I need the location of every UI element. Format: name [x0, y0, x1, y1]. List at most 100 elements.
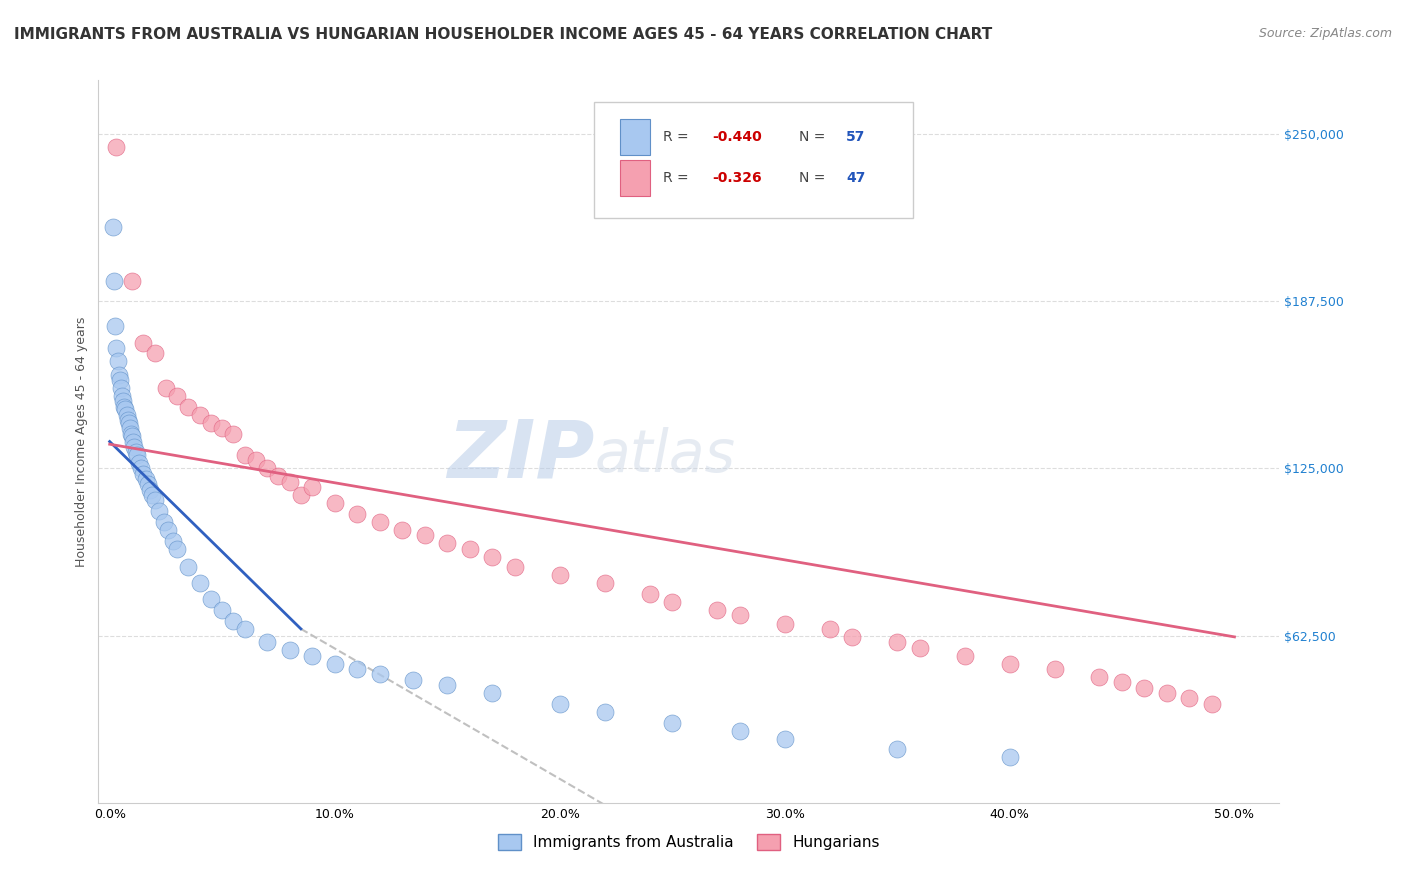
- Point: [128, 456, 150, 470]
- Y-axis label: Householder Income Ages 45 - 64 years: Householder Income Ages 45 - 64 years: [75, 317, 89, 566]
- Point: [593, 705, 616, 719]
- Point: [124, 445, 146, 459]
- Point: [323, 657, 346, 671]
- Legend: Immigrants from Australia, Hungarians: Immigrants from Australia, Hungarians: [492, 829, 886, 856]
- Point: [108, 373, 131, 387]
- Point: [188, 408, 211, 422]
- Point: [278, 643, 301, 657]
- Point: [200, 416, 222, 430]
- Point: [177, 400, 200, 414]
- Point: [661, 595, 683, 609]
- Point: [112, 394, 135, 409]
- Point: [998, 750, 1021, 764]
- Bar: [620, 119, 650, 154]
- Point: [503, 560, 526, 574]
- Point: [118, 421, 141, 435]
- Point: [661, 715, 683, 730]
- Point: [706, 603, 728, 617]
- Point: [121, 429, 143, 443]
- Point: [391, 523, 413, 537]
- Text: N =: N =: [799, 171, 830, 185]
- Point: [1043, 662, 1066, 676]
- Text: IMMIGRANTS FROM AUSTRALIA VS HUNGARIAN HOUSEHOLDER INCOME AGES 45 - 64 YEARS COR: IMMIGRANTS FROM AUSTRALIA VS HUNGARIAN H…: [14, 27, 993, 42]
- Point: [104, 319, 127, 334]
- Point: [436, 536, 458, 550]
- Point: [481, 686, 503, 700]
- Point: [886, 742, 908, 756]
- Point: [107, 354, 129, 368]
- Point: [117, 413, 139, 427]
- Point: [132, 335, 155, 350]
- Point: [110, 381, 132, 395]
- Point: [166, 541, 188, 556]
- Point: [638, 587, 661, 601]
- Point: [143, 493, 166, 508]
- Point: [112, 400, 135, 414]
- Point: [103, 274, 125, 288]
- Point: [773, 731, 796, 746]
- Point: [157, 523, 180, 537]
- Point: [728, 723, 751, 738]
- Point: [301, 480, 323, 494]
- Point: [132, 467, 155, 481]
- Text: atlas: atlas: [595, 427, 735, 484]
- Text: -0.440: -0.440: [713, 129, 762, 144]
- Point: [593, 576, 616, 591]
- Point: [105, 341, 128, 355]
- Point: [773, 616, 796, 631]
- Point: [129, 461, 152, 475]
- Point: [481, 549, 503, 564]
- Point: [278, 475, 301, 489]
- Point: [908, 640, 931, 655]
- Point: [233, 448, 256, 462]
- Point: [728, 608, 751, 623]
- Point: [124, 440, 146, 454]
- Point: [368, 515, 391, 529]
- Point: [177, 560, 200, 574]
- Point: [222, 614, 245, 628]
- Point: [998, 657, 1021, 671]
- Point: [1156, 686, 1178, 700]
- Text: R =: R =: [664, 129, 693, 144]
- Point: [458, 541, 481, 556]
- Point: [120, 426, 142, 441]
- Point: [548, 697, 571, 711]
- Text: ZIP: ZIP: [447, 417, 595, 495]
- Point: [402, 673, 425, 687]
- Point: [841, 630, 863, 644]
- Point: [114, 402, 136, 417]
- Point: [323, 496, 346, 510]
- Point: [818, 622, 841, 636]
- Point: [222, 426, 245, 441]
- Point: [211, 603, 233, 617]
- Point: [290, 488, 312, 502]
- Point: [267, 469, 290, 483]
- Point: [1201, 697, 1223, 711]
- Point: [346, 507, 368, 521]
- Text: 47: 47: [846, 171, 866, 185]
- Point: [1178, 691, 1201, 706]
- Point: [413, 528, 436, 542]
- Point: [368, 667, 391, 681]
- Point: [256, 635, 278, 649]
- Point: [155, 381, 177, 395]
- Text: -0.326: -0.326: [713, 171, 762, 185]
- Point: [346, 662, 368, 676]
- Bar: [620, 160, 650, 196]
- Point: [148, 504, 170, 518]
- Point: [256, 461, 278, 475]
- Point: [139, 483, 162, 497]
- Point: [233, 622, 256, 636]
- FancyBboxPatch shape: [595, 102, 914, 218]
- Point: [105, 140, 128, 154]
- Point: [166, 389, 188, 403]
- Point: [245, 453, 267, 467]
- Point: [141, 488, 163, 502]
- Point: [162, 533, 184, 548]
- Point: [200, 592, 222, 607]
- Text: R =: R =: [664, 171, 693, 185]
- Point: [118, 416, 141, 430]
- Point: [111, 389, 134, 403]
- Point: [188, 576, 211, 591]
- Point: [301, 648, 323, 663]
